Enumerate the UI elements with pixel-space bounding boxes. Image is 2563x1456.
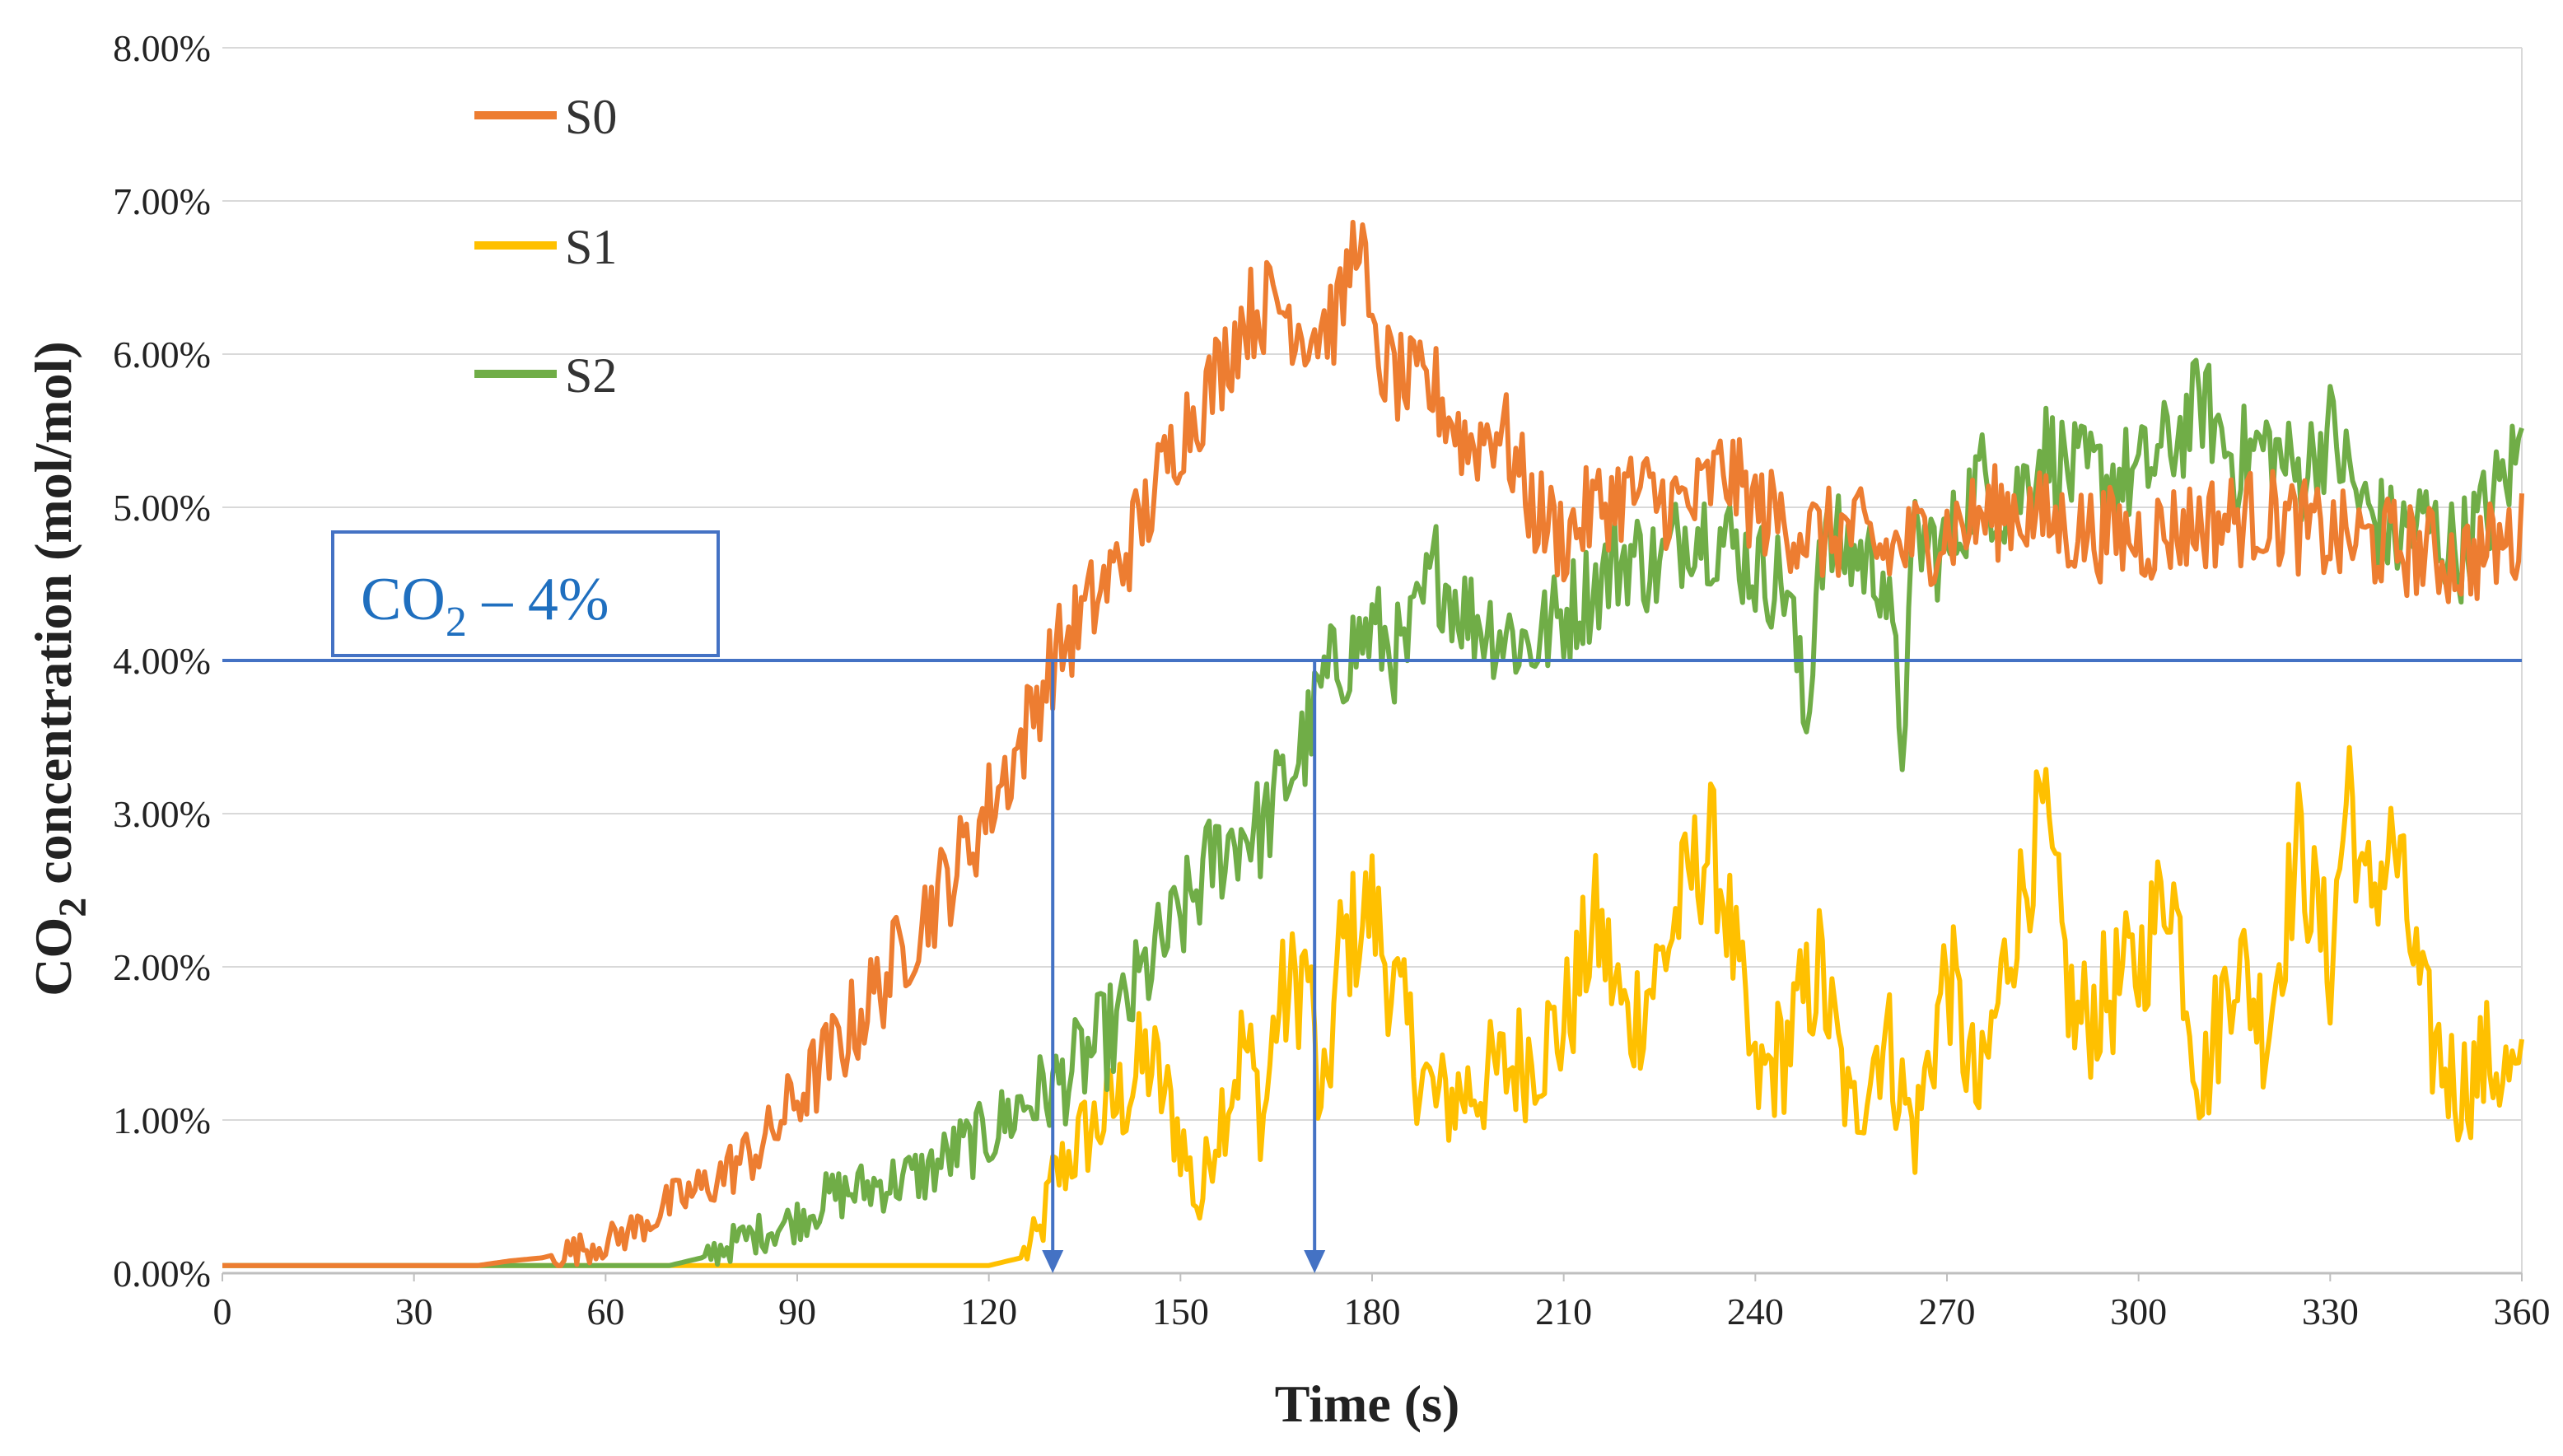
threshold-arrow-head xyxy=(1042,1250,1064,1273)
y-axis-title-rest: concentration (mol/mol) xyxy=(24,341,82,897)
y-tick-label: 1.00% xyxy=(113,1099,211,1141)
legend: S0 S1 S2 xyxy=(474,90,617,403)
x-axis-ticks: 0 30 60 90 120 150 180 210 240 270 300 330 360 xyxy=(213,1273,2551,1332)
x-tick-label: 270 xyxy=(1919,1290,1976,1332)
x-tick-label: 360 xyxy=(2494,1290,2551,1332)
x-tick-label: 120 xyxy=(960,1290,1017,1332)
y-tick-label: 8.00% xyxy=(113,27,211,69)
threshold-label-sub: 2 xyxy=(446,599,467,646)
y-tick-label: 2.00% xyxy=(113,946,211,988)
y-tick-label: 0.00% xyxy=(113,1253,211,1295)
x-tick-label: 30 xyxy=(395,1290,433,1332)
x-tick-label: 210 xyxy=(1535,1290,1592,1332)
x-tick-label: 330 xyxy=(2302,1290,2359,1332)
y-tick-label: 3.00% xyxy=(113,793,211,835)
x-tick-label: 240 xyxy=(1727,1290,1784,1332)
threshold-label-box xyxy=(331,530,720,657)
x-tick-label: 90 xyxy=(778,1290,816,1332)
y-axis-title-main: CO xyxy=(24,917,82,996)
y-tick-label: 7.00% xyxy=(113,180,211,222)
x-axis-title: Time (s) xyxy=(1275,1374,1460,1433)
threshold-arrow-head xyxy=(1304,1250,1326,1273)
series-line-s2 xyxy=(222,357,2524,1268)
y-axis-title: CO2 concentration (mol/mol) xyxy=(24,341,95,996)
annotation-layer xyxy=(222,659,2522,1273)
y-tick-label: 4.00% xyxy=(113,640,211,682)
threshold-label-main: CO xyxy=(361,566,446,633)
x-tick-label: 180 xyxy=(1344,1290,1401,1332)
threshold-label: CO2 – 4% xyxy=(331,530,720,657)
series-layer xyxy=(222,219,2524,1268)
series-line-s0 xyxy=(222,219,2524,1268)
y-axis-title-sub: 2 xyxy=(51,898,95,917)
x-tick-label: 150 xyxy=(1152,1290,1209,1332)
threshold-label-rest: – 4% xyxy=(467,566,609,633)
threshold-label-text: CO2 – 4% xyxy=(361,566,609,646)
y-axis-ticks: 0.00% 1.00% 2.00% 3.00% 4.00% 5.00% 6.00% 7.00%… xyxy=(113,27,211,1295)
legend-label-s0: S0 xyxy=(565,90,617,144)
x-tick-label: 300 xyxy=(2110,1290,2167,1332)
y-tick-label: 6.00% xyxy=(113,334,211,376)
legend-label-s1: S1 xyxy=(565,220,617,274)
legend-label-s2: S2 xyxy=(565,348,617,403)
y-tick-label: 5.00% xyxy=(113,487,211,529)
x-tick-label: 0 xyxy=(213,1290,232,1332)
x-tick-label: 60 xyxy=(586,1290,624,1332)
